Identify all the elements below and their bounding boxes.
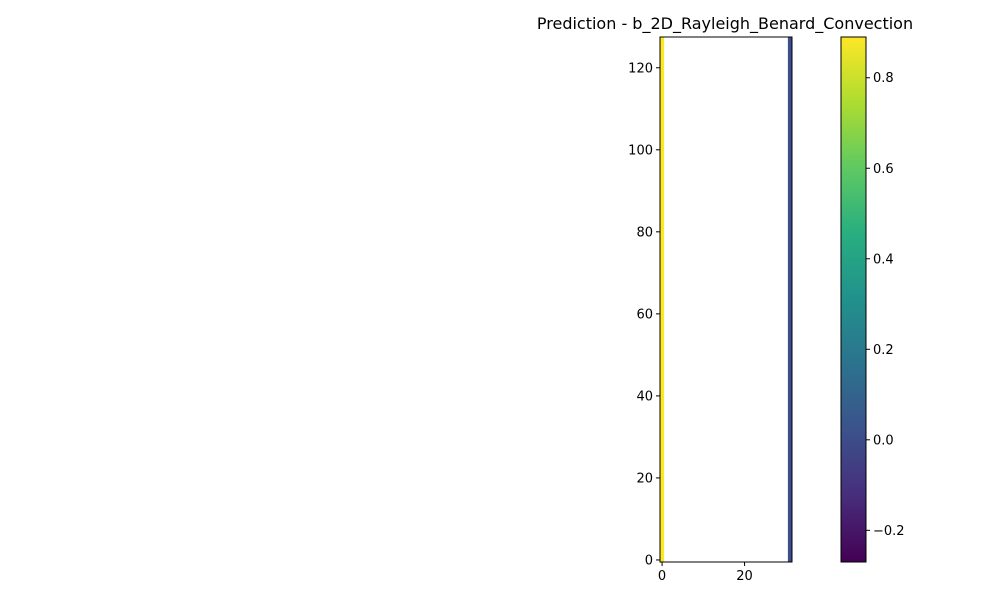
y-tick-label: 120 (628, 61, 653, 76)
plot-frame (659, 36, 793, 563)
y-tick-label: 100 (628, 143, 653, 158)
x-tick-label: 0 (658, 569, 666, 584)
x-axis: 0 20 (658, 562, 753, 584)
colorbar-tick-label: 0.4 (873, 252, 894, 267)
y-tick-label: 60 (636, 307, 653, 322)
colorbar-tick-label: 0.2 (873, 343, 894, 358)
colorbar-tick-label: 0.8 (873, 71, 894, 86)
colorbar-tick-label: −0.2 (873, 524, 905, 539)
x-tick-label: 20 (736, 569, 753, 584)
chart-title: Prediction - b_2D_Rayleigh_Benard_Convec… (537, 14, 913, 34)
plot-area (659, 36, 793, 563)
y-tick-label: 40 (636, 389, 653, 404)
y-tick-label: 80 (636, 225, 653, 240)
colorbar-tick-label: 0.0 (873, 433, 894, 448)
y-tick-label: 0 (645, 553, 653, 568)
y-tick-label: 20 (636, 471, 653, 486)
colorbar-axis: −0.2 0.0 0.2 0.4 0.6 0.8 (866, 71, 905, 539)
heatmap-column (660, 37, 665, 562)
y-axis: 0 20 40 60 80 100 120 (628, 61, 660, 568)
colorbar-tick-label: 0.6 (873, 162, 894, 177)
colorbar (840, 36, 867, 563)
heatmap-column (787, 37, 792, 562)
